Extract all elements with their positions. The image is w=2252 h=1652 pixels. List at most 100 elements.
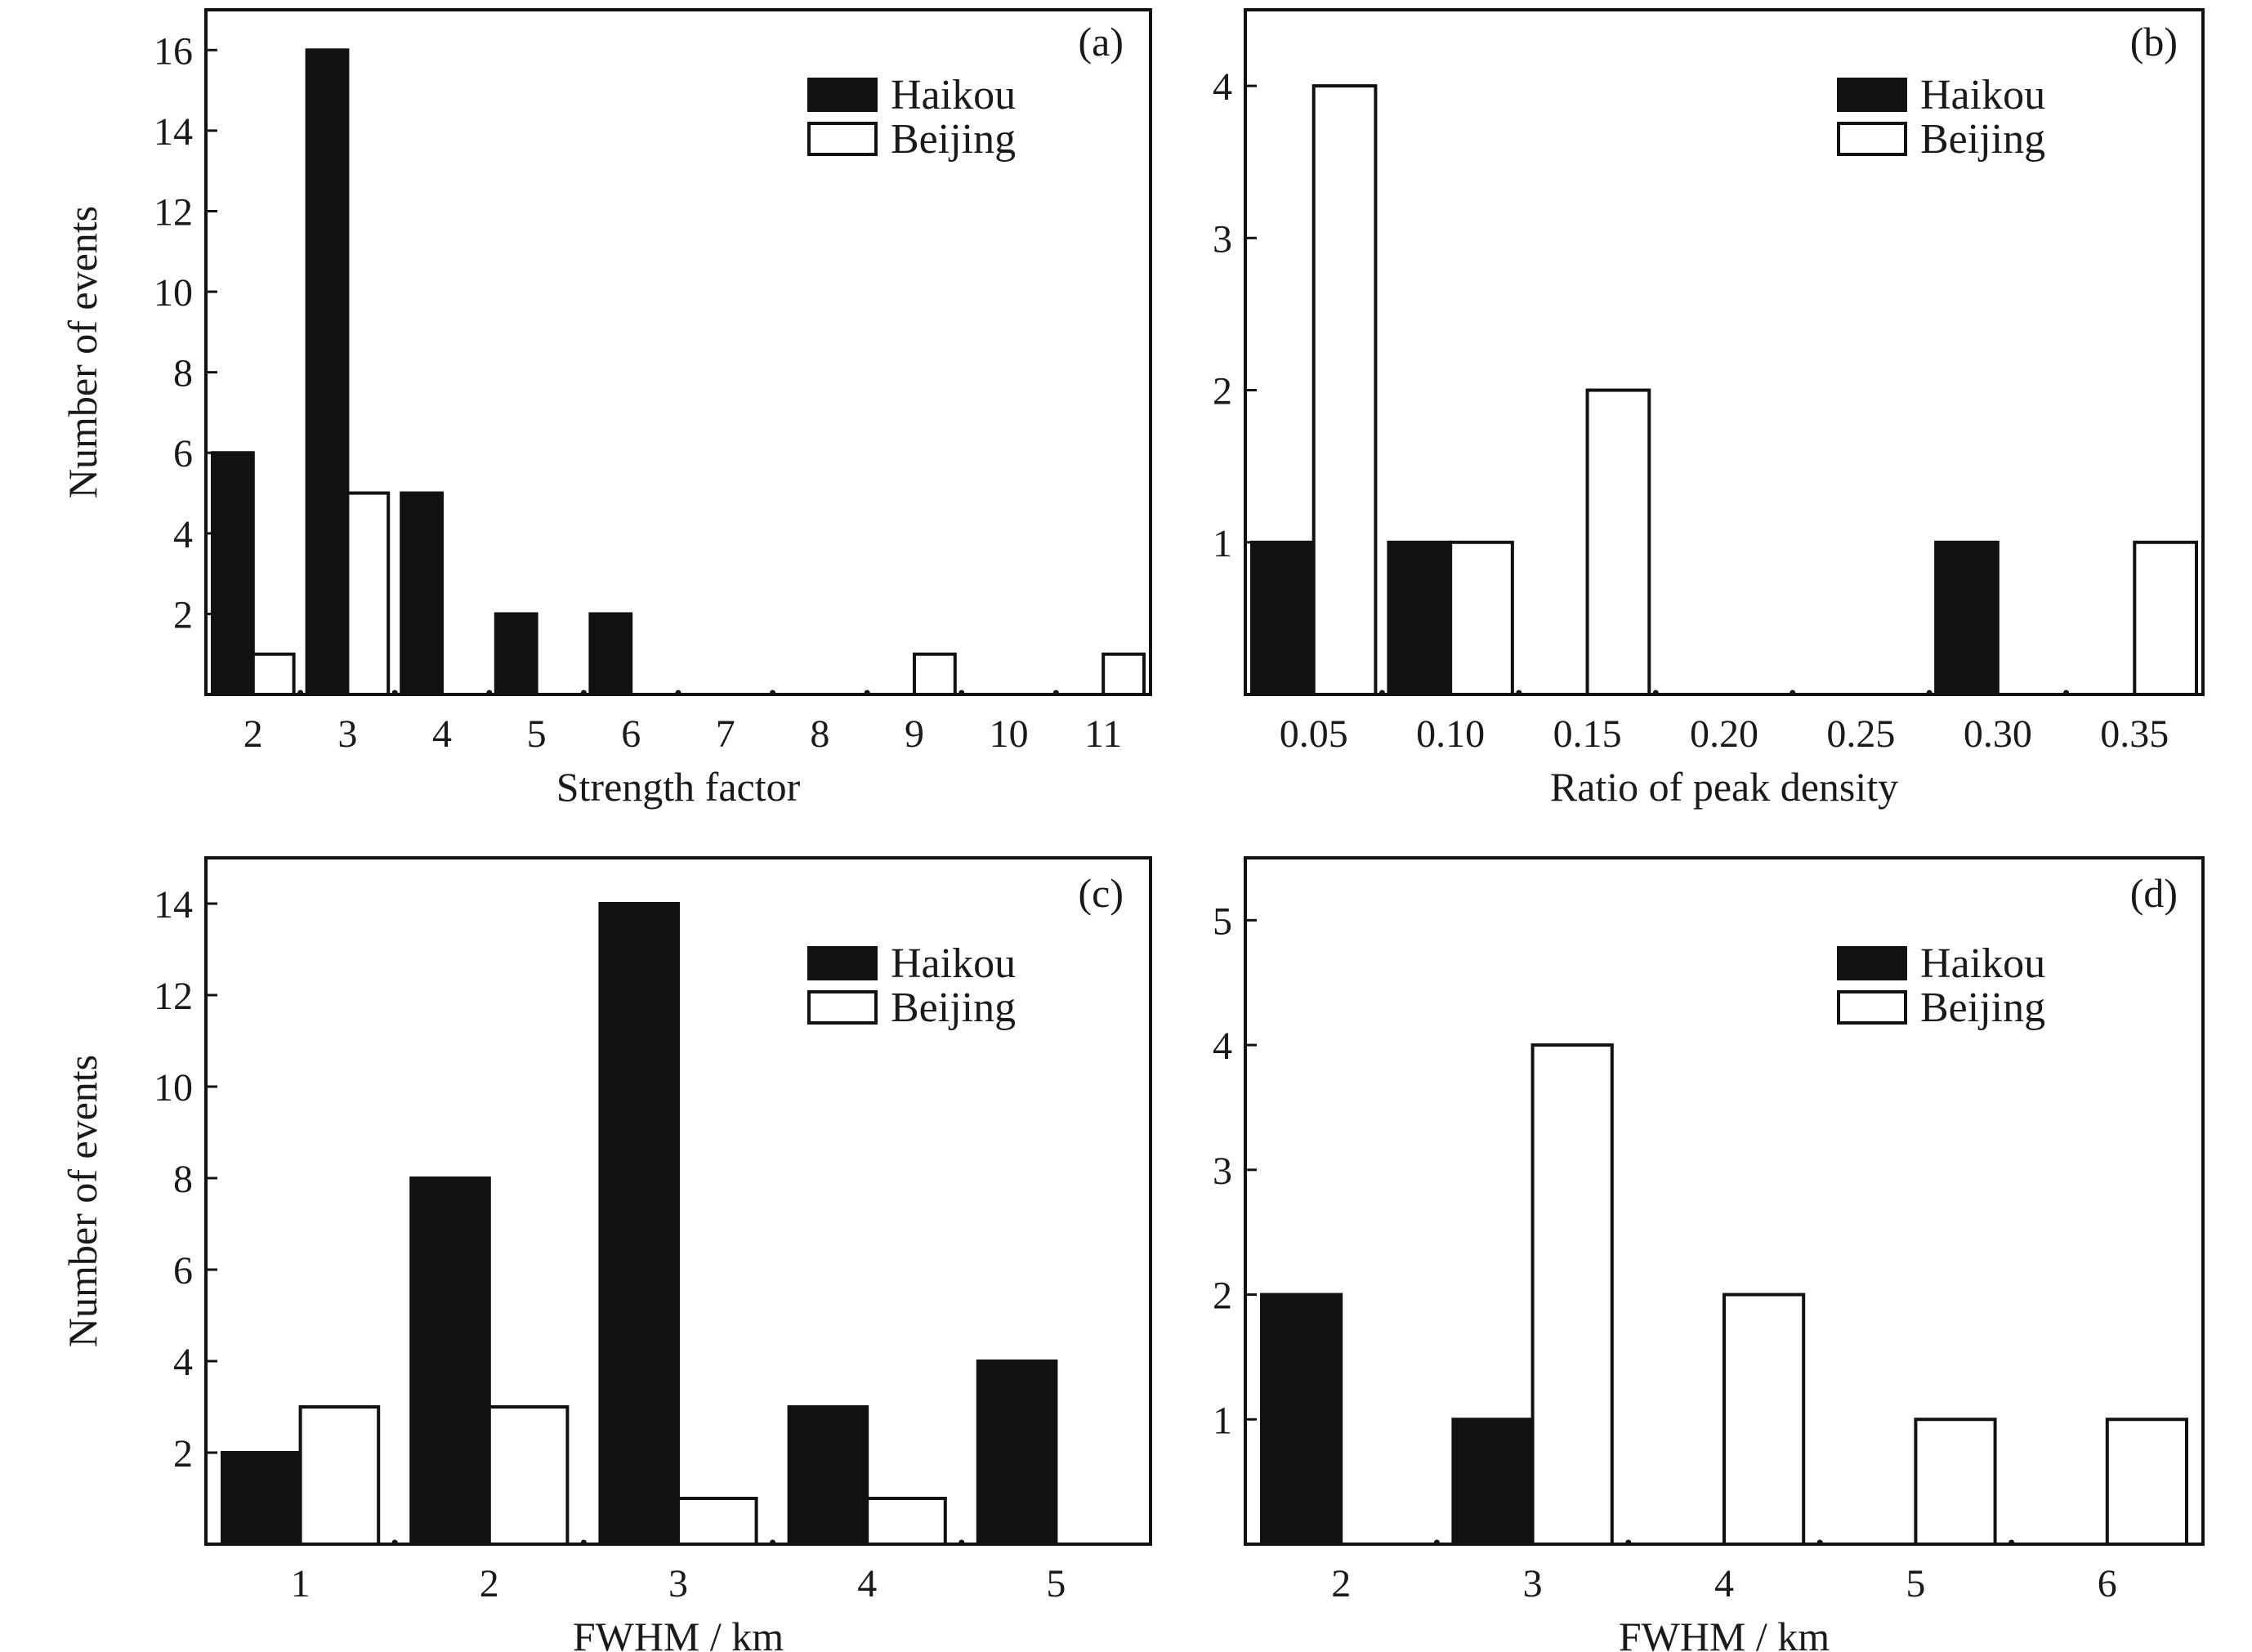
x-tick-label: 4: [432, 712, 452, 756]
legend-label-beijing: Beijing: [891, 985, 1016, 1031]
slot-marker: [1652, 690, 1659, 696]
y-tick-label: 12: [154, 975, 193, 1018]
x-tick-label: 9: [905, 712, 924, 756]
legend-swatch-beijing: [1837, 122, 1907, 156]
y-tick-label: 14: [154, 883, 193, 926]
y-tick-label: 8: [173, 1158, 193, 1201]
x-tick-label: 0.25: [1826, 712, 1895, 756]
x-tick-label: 7: [716, 712, 735, 756]
x-tick-label: 4: [857, 1562, 877, 1605]
bar-beijing-11: [1101, 652, 1146, 696]
x-axis-label: FWHM / km: [1619, 1614, 1830, 1652]
bar-haikou-0.10: [1387, 540, 1453, 696]
x-axis-label: Ratio of peak density: [1550, 764, 1898, 810]
y-tick-label: 1: [1213, 1399, 1232, 1442]
y-tick-label: 2: [1213, 370, 1232, 413]
x-tick-label: 3: [337, 712, 357, 756]
bar-beijing-2: [487, 1405, 570, 1546]
slot-marker: [2008, 1539, 2015, 1546]
y-axis-label: Number of events: [60, 1055, 105, 1347]
y-tick-label: 6: [173, 1249, 193, 1293]
legend-swatch-beijing: [1837, 990, 1907, 1025]
y-tick-label: 3: [1213, 217, 1232, 261]
slot-marker: [1790, 690, 1796, 696]
legend-swatch-haikou: [807, 78, 878, 112]
bar-beijing-0.15: [1585, 388, 1651, 696]
plot-frame: [1244, 8, 2205, 696]
x-tick-label: 2: [1331, 1562, 1351, 1605]
y-tick-label: 4: [173, 1341, 193, 1384]
x-tick-label: 0.35: [2100, 712, 2169, 756]
bar-haikou-2: [1260, 1293, 1343, 1546]
x-tick-label: 0.20: [1690, 712, 1758, 756]
y-tick-label: 4: [173, 513, 193, 556]
slot-marker: [1516, 690, 1522, 696]
bar-beijing-0.35: [2133, 540, 2198, 696]
bar-haikou-4: [400, 491, 445, 696]
slot-marker: [297, 690, 304, 696]
y-tick-label: 2: [173, 593, 193, 636]
slot-marker: [580, 690, 587, 696]
x-tick-label: 2: [244, 712, 263, 756]
x-tick-label: 1: [291, 1562, 311, 1605]
x-tick-label: 10: [990, 712, 1029, 756]
bar-haikou-4: [787, 1405, 869, 1546]
bar-haikou-3: [305, 48, 350, 696]
bar-beijing-3: [677, 1497, 758, 1546]
x-tick-label: 3: [668, 1562, 688, 1605]
y-tick-label: 2: [1213, 1275, 1232, 1318]
bar-beijing-4: [865, 1497, 947, 1546]
legend-swatch-beijing: [807, 122, 878, 156]
x-tick-label: 4: [1714, 1562, 1734, 1605]
y-tick-label: 12: [154, 190, 193, 234]
y-tick-label: 10: [154, 1066, 193, 1110]
bar-beijing-0.10: [1449, 540, 1514, 696]
legend-label-haikou: Haikou: [891, 940, 1016, 987]
y-tick-label: 10: [154, 271, 193, 315]
legend-swatch-beijing: [807, 990, 878, 1025]
y-tick-label: 6: [173, 432, 193, 476]
bar-beijing-9: [913, 652, 957, 696]
legend-swatch-haikou: [1837, 946, 1907, 980]
slot-marker: [675, 690, 681, 696]
legend-swatch-haikou: [1837, 78, 1907, 112]
slot-marker: [1926, 690, 1933, 696]
slot-marker: [1816, 1539, 1823, 1546]
y-tick-label: 4: [1213, 1025, 1232, 1068]
slot-marker: [958, 1539, 965, 1546]
bar-beijing-4: [1723, 1293, 1806, 1546]
slot-marker: [864, 690, 870, 696]
bar-haikou-2: [409, 1176, 491, 1546]
bar-beijing-3: [346, 491, 391, 696]
x-tick-label: 6: [621, 712, 641, 756]
bar-beijing-0.05: [1311, 84, 1378, 697]
x-tick-label: 5: [1046, 1562, 1066, 1605]
y-tick-label: 2: [173, 1432, 193, 1476]
slot-marker: [391, 1539, 398, 1546]
slot-marker: [1052, 690, 1059, 696]
slot-marker: [770, 1539, 776, 1546]
y-axis-label: Number of events: [60, 206, 105, 498]
bar-haikou-0.05: [1250, 540, 1316, 696]
legend-label-haikou: Haikou: [1920, 940, 2045, 987]
slot-marker: [2063, 690, 2070, 696]
x-tick-label: 0.05: [1280, 712, 1348, 756]
bar-haikou-6: [588, 612, 633, 696]
x-tick-label: 0.10: [1416, 712, 1485, 756]
bar-beijing-3: [1530, 1043, 1614, 1547]
panel-a: 2 3 4 5 6 7 8 9 10 11 2 4 6 8 10 12 14 16 Strength factor N…: [60, 8, 1152, 810]
y-tick-label: 1: [1213, 522, 1232, 565]
y-tick-label: 4: [1213, 65, 1232, 109]
panel-label: (d): [2130, 870, 2178, 916]
panel-b: 0.05 0.10 0.15 0.20 0.25 0.30 0.35 1 2 3 4 Ratio of…: [1213, 8, 2205, 810]
y-tick-label: 8: [173, 352, 193, 395]
slot-marker: [580, 1539, 587, 1546]
bar-haikou-5: [494, 612, 538, 696]
bar-haikou-0.30: [1934, 540, 2000, 696]
legend-swatch-haikou: [807, 946, 878, 980]
